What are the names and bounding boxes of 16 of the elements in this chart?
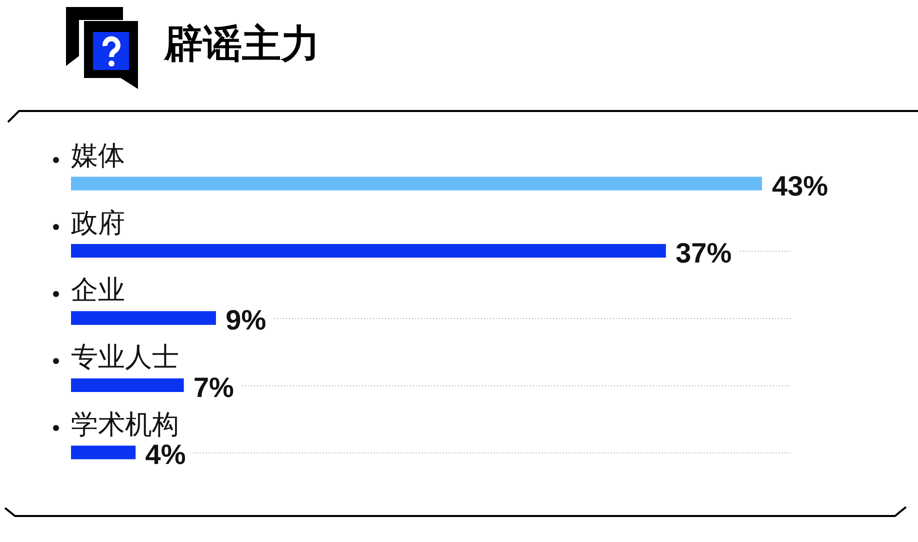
data-label: 9%: [226, 304, 266, 336]
bar: [71, 176, 762, 190]
y-tick-label: 专业人士: [71, 342, 179, 374]
y-tick-label: 政府: [71, 208, 125, 239]
bar: [71, 311, 216, 325]
bar: [71, 446, 136, 460]
bar: [71, 244, 666, 258]
data-label: 7%: [193, 372, 234, 403]
data-label: 43%: [772, 170, 828, 202]
y-tick-label: 媒体: [71, 140, 125, 172]
data-label: 4%: [145, 439, 186, 470]
chart-title: 辟谣主力: [164, 22, 320, 67]
y-tick-label: 企业: [71, 275, 125, 306]
y-tick-label: 学术机构: [71, 409, 179, 440]
bar: [71, 378, 184, 392]
data-label: 37%: [676, 238, 732, 269]
